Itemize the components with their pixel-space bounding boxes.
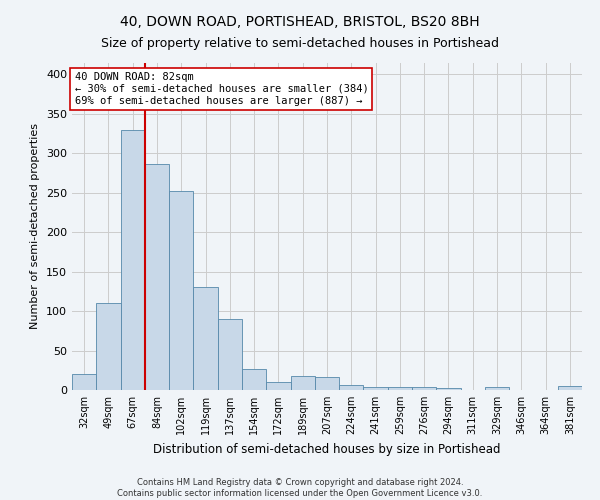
Bar xyxy=(121,130,145,390)
Bar xyxy=(266,382,290,390)
Y-axis label: Number of semi-detached properties: Number of semi-detached properties xyxy=(31,123,40,329)
Text: 40, DOWN ROAD, PORTISHEAD, BRISTOL, BS20 8BH: 40, DOWN ROAD, PORTISHEAD, BRISTOL, BS20… xyxy=(120,15,480,29)
Bar xyxy=(436,388,461,390)
Bar xyxy=(412,387,436,390)
Bar xyxy=(485,387,509,390)
Bar xyxy=(339,386,364,390)
Bar xyxy=(72,374,96,390)
Text: 40 DOWN ROAD: 82sqm
← 30% of semi-detached houses are smaller (384)
69% of semi-: 40 DOWN ROAD: 82sqm ← 30% of semi-detach… xyxy=(74,72,368,106)
Text: Size of property relative to semi-detached houses in Portishead: Size of property relative to semi-detach… xyxy=(101,38,499,51)
Text: Contains HM Land Registry data © Crown copyright and database right 2024.
Contai: Contains HM Land Registry data © Crown c… xyxy=(118,478,482,498)
Bar xyxy=(388,387,412,390)
Bar xyxy=(193,288,218,390)
Bar xyxy=(290,376,315,390)
Bar xyxy=(315,376,339,390)
Bar xyxy=(242,368,266,390)
Bar xyxy=(218,319,242,390)
Bar xyxy=(169,191,193,390)
Bar xyxy=(145,164,169,390)
Bar xyxy=(96,303,121,390)
X-axis label: Distribution of semi-detached houses by size in Portishead: Distribution of semi-detached houses by … xyxy=(153,442,501,456)
Bar xyxy=(364,387,388,390)
Bar xyxy=(558,386,582,390)
